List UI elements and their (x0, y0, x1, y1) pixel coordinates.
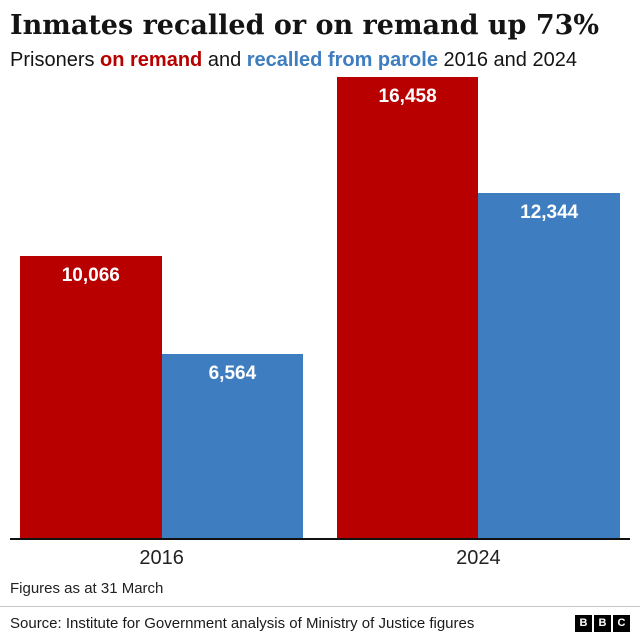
source-text: Source: Institute for Government analysi… (10, 615, 475, 632)
bbc-logo-letter: C (613, 615, 630, 632)
bar-value-label: 10,066 (61, 265, 120, 287)
bar-value-label: 16,458 (378, 86, 437, 108)
x-axis-label-2024: 2024 (456, 547, 501, 569)
chart-header: Inmates recalled or on remand up 73% Pri… (0, 0, 640, 73)
bar-on-remand-2024: 16,458 (336, 77, 479, 538)
source-bar: Source: Institute for Government analysi… (0, 606, 640, 640)
bar-group-2016: 10,066 6,564 (20, 77, 304, 538)
bar-value-label: 6,564 (208, 363, 257, 385)
bbc-logo-letter: B (575, 615, 592, 632)
bar-group-2024: 16,458 12,344 (336, 77, 620, 538)
bar-groups: 10,066 6,564 16,458 12,344 (10, 77, 630, 538)
bar-on-remand-2016: 10,066 (20, 256, 162, 538)
bbc-logo: B B C (575, 615, 630, 632)
bbc-logo-letter: B (594, 615, 611, 632)
x-axis-label-2016: 2016 (139, 547, 184, 569)
bar-chart: 10,066 6,564 16,458 12,344 (10, 77, 630, 540)
chart-footnote: Figures as at 31 March (10, 580, 164, 597)
bar-value-label: 12,344 (520, 201, 579, 223)
subtitle-middle: and (202, 49, 247, 72)
subtitle-prefix: Prisoners (10, 49, 101, 72)
bar-recalled-from-parole-2016: 6,564 (161, 354, 304, 538)
x-axis: 2016 2024 (10, 540, 630, 572)
legend-recalled-from-parole: recalled from parole (246, 49, 438, 72)
chart-subtitle: Prisoners on remand and recalled from pa… (10, 47, 630, 73)
legend-on-remand: on remand (100, 49, 203, 72)
bar-recalled-from-parole-2024: 12,344 (478, 192, 620, 538)
subtitle-suffix: 2016 and 2024 (437, 49, 577, 72)
chart-title: Inmates recalled or on remand up 73% (10, 10, 600, 41)
